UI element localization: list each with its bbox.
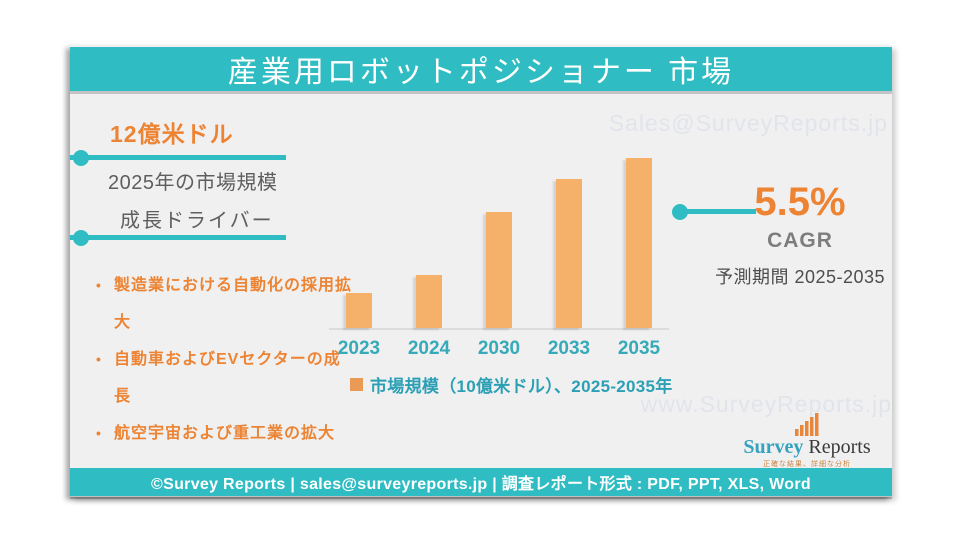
cagr-forecast-period: 予測期間 2025-2035 <box>714 267 886 287</box>
bar-2030 <box>486 212 512 328</box>
logo-name-reports: Reports <box>803 436 871 458</box>
legend-swatch-icon <box>350 378 363 391</box>
bar-2035 <box>626 158 652 328</box>
teal-divider-line <box>70 229 286 246</box>
teal-divider-line <box>70 149 286 166</box>
bar-chart-x-axis: 2023 2024 2030 2033 2035 <box>329 338 669 360</box>
bar-chart-icon <box>795 413 819 436</box>
x-tick-label: 2030 <box>477 338 521 359</box>
growth-driver-item: 製造業における自動化の採用拡大 <box>88 267 356 341</box>
x-tick-label: 2035 <box>617 338 661 359</box>
growth-driver-item: 自動車およびEVセクターの成長 <box>88 341 356 415</box>
cagr-label: CAGR <box>767 229 833 252</box>
market-size-caption: 2025年の市場規模 <box>108 172 278 194</box>
bar-column <box>469 212 529 328</box>
growth-driver-item: 航空宇宙および重工業の拡大 <box>88 415 356 452</box>
bar-column <box>609 158 669 328</box>
market-size-value: 12億米ドル <box>110 121 234 147</box>
x-tick-label: 2024 <box>407 338 451 359</box>
legend-label: 市場規模（10億米ドル）、2025-2035年 <box>370 377 673 396</box>
chart-legend: 市場規模（10億米ドル）、2025-2035年 <box>350 372 673 397</box>
watermark-website: www.SurveyReports.jp <box>640 391 892 417</box>
logo-name-survey: Survey <box>743 436 804 458</box>
growth-drivers-list: 製造業における自動化の採用拡大自動車およびEVセクターの成長航空宇宙および重工業… <box>88 267 358 452</box>
bar-2033 <box>556 179 582 328</box>
page-title: 産業用ロボットポジショナー 市場 <box>227 56 735 89</box>
cagr-pointer-line <box>672 203 756 220</box>
survey-reports-logo: Survey Reports 正確な結果、詳細な分析 <box>697 413 917 469</box>
bar-column <box>399 275 459 328</box>
logo-name: Survey Reports <box>743 437 870 457</box>
x-tick-label: 2023 <box>337 338 381 359</box>
bar-column <box>329 293 389 328</box>
header-banner: 産業用ロボットポジショナー 市場 <box>70 47 892 91</box>
watermark-sales-email: Sales@SurveyReports.jp <box>608 110 888 136</box>
footer-text: ©Survey Reports | sales@surveyreports.jp… <box>151 476 811 493</box>
cagr-value: 5.5% <box>754 180 846 224</box>
content-card: 産業用ロボットポジショナー 市場 Sales@SurveyReports.jp … <box>70 45 892 497</box>
x-tick-label: 2033 <box>547 338 591 359</box>
logo-tagline: 正確な結果、詳細な分析 <box>763 461 851 468</box>
bar-2023 <box>346 293 372 328</box>
footer-banner: ©Survey Reports | sales@surveyreports.jp… <box>70 468 892 496</box>
growth-drivers-title: 成長ドライバー <box>120 210 274 232</box>
bar-chart <box>329 145 669 330</box>
cagr-block: 5.5% CAGR 予測期間 2025-2035 <box>675 181 925 289</box>
bar-2024 <box>416 275 442 328</box>
bar-column <box>539 179 599 328</box>
